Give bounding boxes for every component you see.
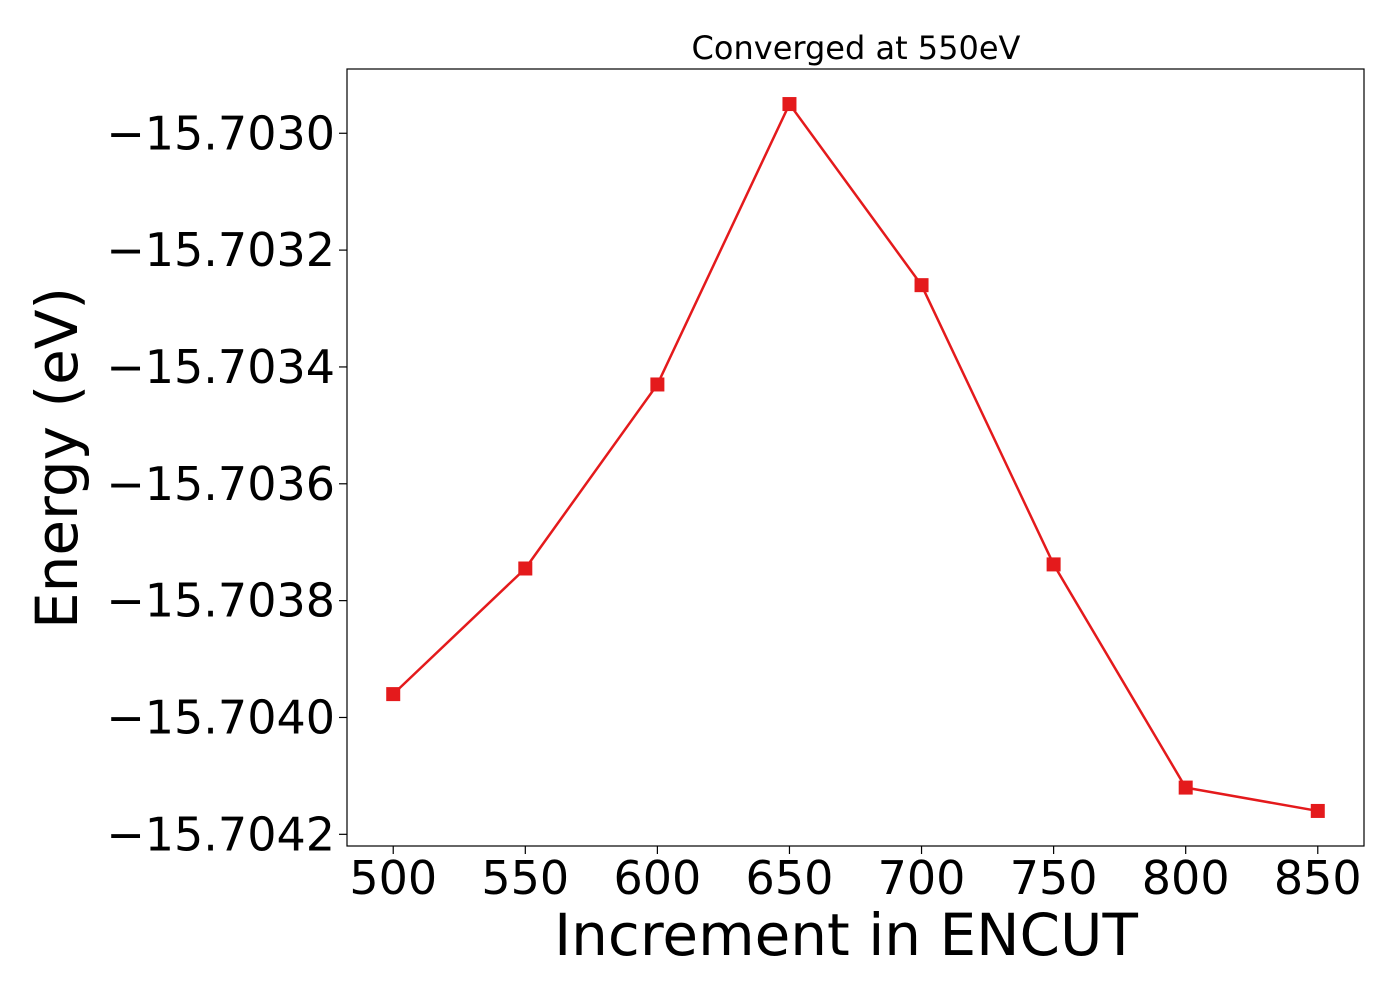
x-tick-label: 700 [878,851,966,905]
chart-title: Converged at 550eV [692,29,1021,67]
x-tick-label: 800 [1142,851,1230,905]
y-tick-label: −15.7038 [106,574,335,628]
y-tick-label: −15.7036 [106,457,335,511]
y-tick-label: −15.7040 [106,690,335,744]
data-point [650,377,665,392]
y-axis-label: Energy (eV) [23,287,91,629]
data-point [782,97,797,112]
y-tick-label: −15.7042 [106,807,335,861]
data-point [914,278,929,293]
y-tick-label: −15.7030 [106,106,335,160]
x-tick-label: 500 [349,851,437,905]
y-tick-label: −15.7034 [106,340,335,394]
data-point [1310,803,1325,818]
x-tick-label: 550 [481,851,569,905]
y-tick-label: −15.7032 [106,223,335,277]
x-tick-label: 600 [613,851,701,905]
x-tick-label: 850 [1274,851,1362,905]
x-tick-label: 750 [1010,851,1098,905]
x-tick-label: 650 [746,851,834,905]
axes-frame [346,68,1365,847]
data-point [386,687,401,702]
data-point [1046,557,1061,572]
y-axis: −15.7030 −15.7032 −15.7034 −15.7036 −15.7038… [106,106,347,861]
series-line [392,101,1318,813]
data-point [518,561,533,576]
data-point [1178,780,1193,795]
x-axis: 500 550 600 650 700 750 800 850 [349,846,1362,905]
x-axis-label: Increment in ENCUT [554,901,1138,969]
plot-area [386,97,1325,818]
